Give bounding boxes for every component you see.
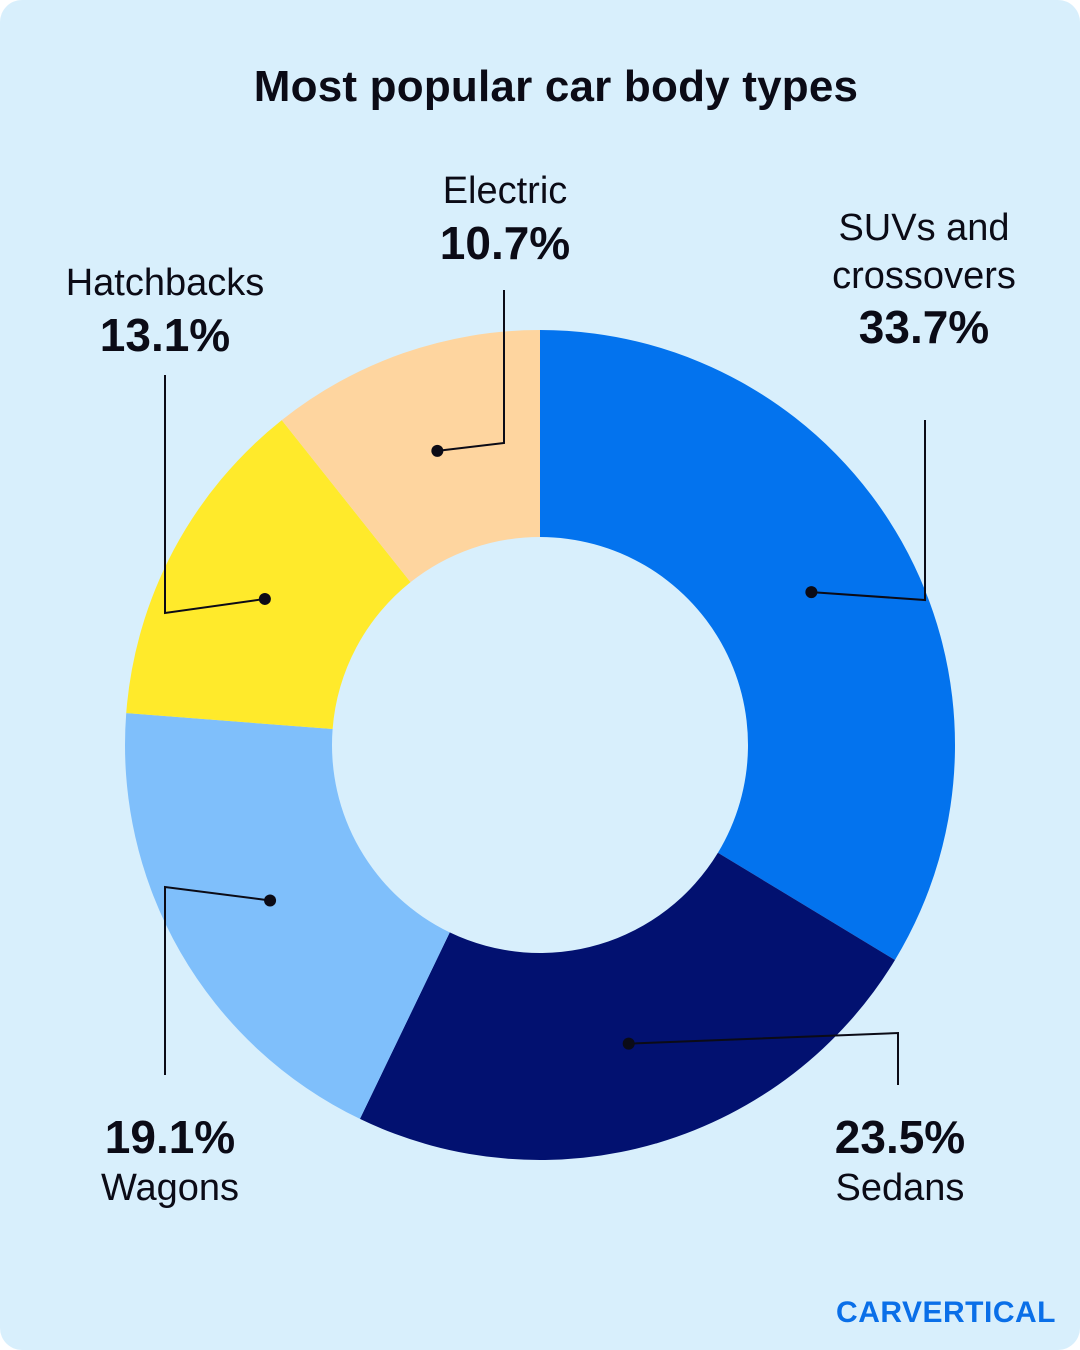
slice-suvs-and-crossovers	[540, 330, 955, 960]
leader-line-hatchbacks	[164, 375, 266, 615]
label-hatchbacks-name: Hatchbacks	[65, 262, 265, 304]
label-electric: Electric 10.7%	[385, 168, 625, 271]
leader-line-sedans	[628, 1031, 899, 1085]
label-wagons-name: Wagons	[101, 1167, 239, 1210]
label-hatchbacks-value: 13.1%	[99, 308, 231, 361]
leader-line-suvs-and-crossovers	[811, 420, 926, 602]
label-wagons-value: 19.1%	[104, 1111, 236, 1163]
leader-line-electric	[437, 290, 505, 452]
carvertical-logo: CARVERTICAL	[836, 1296, 1056, 1329]
leader-dot-wagons	[264, 894, 277, 907]
label-suvs: SUVs and crossovers 33.7%	[790, 205, 1058, 355]
label-sedans: 23.5% Sedans	[780, 1110, 1020, 1213]
label-wagons: 19.1% Wagons	[50, 1110, 290, 1213]
label-electric-name: Electric	[442, 170, 568, 212]
chart-title: Most popular car body types	[253, 62, 859, 111]
label-electric-value: 10.7%	[439, 216, 571, 269]
label-sedans-name: Sedans	[835, 1167, 965, 1210]
leader-line-wagons	[164, 885, 271, 1075]
label-suvs-name-line2: crossovers	[832, 254, 1016, 297]
leader-dot-electric	[431, 444, 444, 457]
label-hatchbacks: Hatchbacks 13.1%	[40, 260, 290, 363]
slice-electric	[281, 330, 540, 583]
leader-dot-suvs-and-crossovers	[805, 586, 818, 599]
leader-dot-hatchbacks	[258, 592, 271, 605]
label-suvs-value: 33.7%	[858, 301, 990, 353]
leader-dot-sedans	[622, 1037, 635, 1050]
slice-wagons	[125, 713, 450, 1119]
label-sedans-value: 23.5%	[834, 1111, 966, 1163]
slice-hatchbacks	[126, 420, 411, 730]
slice-sedans	[359, 852, 895, 1160]
label-suvs-name-line1: SUVs and	[838, 207, 1010, 249]
